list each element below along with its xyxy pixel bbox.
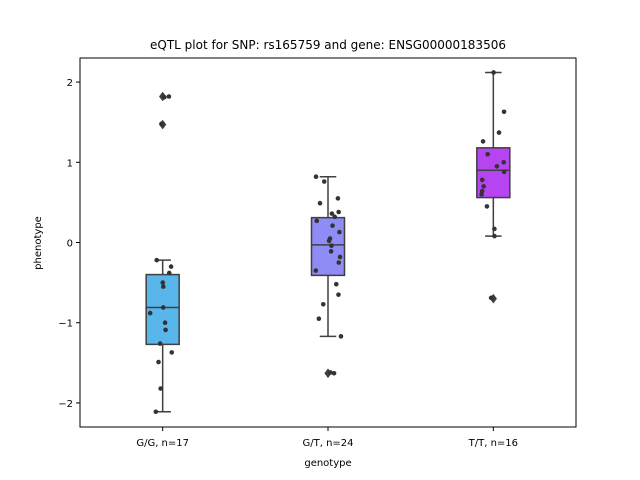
data-point <box>316 316 322 322</box>
data-point <box>335 196 341 201</box>
data-point <box>326 238 332 244</box>
data-point <box>491 70 496 75</box>
data-point <box>328 370 333 375</box>
data-point <box>492 233 497 239</box>
x-tick-label: G/G, n=17 <box>136 438 189 449</box>
y-tick-label: −1 <box>58 319 73 330</box>
data-point <box>162 320 168 326</box>
y-tick-label: −2 <box>58 399 73 410</box>
data-point <box>153 409 159 415</box>
data-point <box>336 209 341 215</box>
data-point <box>313 268 319 273</box>
data-point <box>166 94 172 99</box>
x-axis-label: genotype <box>304 458 351 469</box>
data-point <box>328 249 334 254</box>
box-group-3 <box>476 70 511 304</box>
data-point <box>496 130 502 135</box>
data-point <box>160 280 166 285</box>
plot-area <box>145 70 511 415</box>
data-point <box>159 121 164 127</box>
data-point <box>481 184 486 189</box>
iqr-box <box>310 216 346 277</box>
data-point <box>332 214 338 220</box>
data-point <box>147 310 153 316</box>
y-axis-label: phenotype <box>33 216 44 270</box>
data-point <box>501 109 507 115</box>
data-point <box>338 334 344 339</box>
data-point <box>479 192 484 197</box>
data-point <box>160 305 166 310</box>
data-point <box>168 264 174 269</box>
x-axis: G/G, n=17 G/T, n=24 T/T, n=16 <box>136 427 518 449</box>
y-axis: −2 −1 0 1 2 <box>58 78 80 410</box>
data-point <box>337 229 342 235</box>
data-point <box>485 151 490 157</box>
data-point <box>157 341 163 346</box>
y-tick-label: 0 <box>67 239 73 250</box>
data-point <box>320 301 326 307</box>
data-point <box>337 254 343 260</box>
data-point <box>479 177 485 183</box>
box-group-1 <box>145 91 180 415</box>
data-point <box>329 243 334 249</box>
data-point <box>317 200 323 206</box>
data-point <box>156 359 161 365</box>
y-tick-label: 2 <box>67 78 73 89</box>
data-point <box>313 174 319 180</box>
data-point <box>484 204 490 209</box>
data-point <box>501 159 507 165</box>
chart-title: eQTL plot for SNP: rs165759 and gene: EN… <box>150 38 506 52</box>
data-point <box>329 211 335 216</box>
data-point <box>154 257 160 263</box>
data-point <box>331 370 337 376</box>
box-group-2 <box>310 174 346 379</box>
data-point <box>333 281 339 287</box>
data-point <box>492 226 497 232</box>
data-point <box>321 179 327 184</box>
data-point <box>480 139 486 144</box>
x-tick-label: G/T, n=24 <box>302 438 353 449</box>
data-point <box>158 386 163 391</box>
data-point <box>169 350 175 355</box>
data-point <box>501 169 507 175</box>
data-point <box>336 292 341 297</box>
y-tick-label: 1 <box>67 158 73 169</box>
data-point <box>330 223 335 228</box>
data-point <box>160 284 166 289</box>
data-point <box>162 95 167 100</box>
data-point <box>488 295 494 301</box>
data-point <box>494 163 500 169</box>
data-point <box>336 260 342 265</box>
data-point <box>166 270 172 276</box>
data-point <box>163 327 168 333</box>
data-point <box>314 218 320 224</box>
x-tick-label: T/T, n=16 <box>468 438 518 449</box>
